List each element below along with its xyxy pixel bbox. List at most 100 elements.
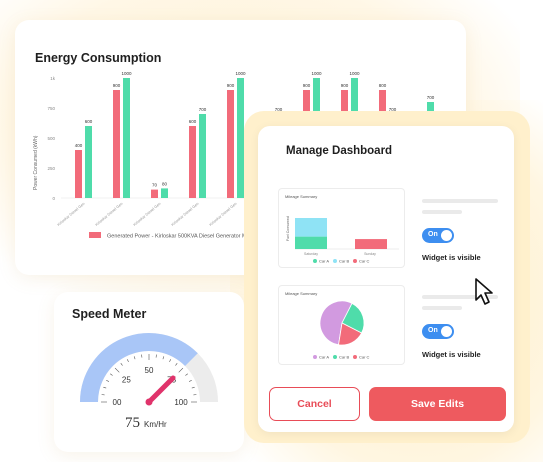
legend-label: Generated Power - Kirloskar 500KVA Diese…	[107, 234, 250, 240]
speed-unit: Km/Hr	[144, 420, 167, 429]
bar-value-label: 700	[199, 107, 207, 112]
bar-value-label: 900	[341, 83, 349, 88]
mileage-pie-widget[interactable]: Mileage Summary Car A Car B Car C	[278, 285, 405, 365]
toggle-label: On	[428, 327, 438, 334]
bar	[227, 90, 234, 198]
speed-meter-card: Speed Meter 00 25 50 75 100 75 Km/Hr	[54, 292, 244, 452]
gauge-tick	[175, 362, 178, 366]
speed-title: Speed Meter	[72, 307, 147, 321]
placeholder-line	[422, 199, 498, 203]
bar-value-label: 700	[389, 107, 397, 112]
gauge-needle	[146, 375, 176, 405]
cancel-button[interactable]: Cancel	[269, 387, 360, 421]
mini-chart-title: Mileage Summary	[285, 194, 318, 199]
gauge-tick	[109, 373, 113, 376]
widget-visibility-toggle[interactable]: On	[422, 228, 454, 243]
energy-title: Energy Consumption	[35, 51, 162, 65]
speed-value: 75	[125, 415, 140, 431]
gauge-tick	[188, 379, 192, 382]
bar	[237, 78, 244, 198]
legend-dot	[333, 259, 337, 263]
bar-value-label: 900	[113, 83, 121, 88]
gauge-tick	[103, 386, 107, 389]
bar	[123, 78, 130, 198]
legend-swatch	[89, 232, 101, 238]
bar	[151, 189, 158, 198]
legend-label: Car B	[339, 259, 350, 264]
x-tick-label: Kirloskar Diesel Gen	[209, 202, 238, 227]
pie-slice	[319, 300, 353, 346]
pie-slice	[338, 322, 363, 346]
bar-value-label: 400	[75, 143, 83, 148]
mileage-stacked-bar-chart: Fuel Consumed Saturday Sunday Car A Car …	[286, 216, 399, 264]
mini-x-label: Saturday	[304, 252, 318, 256]
toggle-knob	[441, 326, 452, 337]
mini-chart-title: Mileage Summary	[285, 291, 318, 296]
speed-gauge: 00 25 50 75 100 75 Km/Hr	[80, 333, 218, 431]
widget-status: Widget is visible	[422, 350, 481, 359]
x-tick-label: Kirloskar Diesel Gen	[95, 202, 124, 227]
gauge-tick-label: 100	[174, 398, 188, 407]
bar	[75, 150, 82, 198]
widget-visibility-toggle[interactable]: On	[422, 324, 454, 339]
gauge-tick	[169, 359, 172, 363]
bar-value-label: 700	[275, 107, 283, 112]
bar-value-label: 600	[85, 119, 93, 124]
bar-value-label: 600	[189, 119, 197, 124]
manage-title: Manage Dashboard	[286, 145, 393, 157]
bar	[199, 114, 206, 198]
gauge-tick-label: 50	[145, 366, 154, 375]
bar-value-label: 70	[152, 183, 158, 188]
legend-label: Car B	[339, 355, 350, 360]
x-tick-label: Kirloskar Diesel Gen	[133, 202, 162, 227]
legend-dot	[313, 259, 317, 263]
bar	[85, 126, 92, 198]
bar-value-label: 1000	[121, 71, 132, 76]
legend-dot	[313, 355, 317, 359]
gauge-hub	[145, 398, 153, 406]
gauge-tick-label: 00	[113, 398, 122, 407]
gauge-tick	[185, 373, 189, 376]
mini-x-label: Sunday	[364, 252, 376, 256]
bar-value-label: 1000	[235, 71, 246, 76]
mileage-bar-widget[interactable]: Mileage Summary Fuel Consumed Saturday S…	[278, 188, 405, 268]
y-axis-label: Power Consumed (kWh)	[33, 135, 39, 190]
mini-bar	[355, 239, 387, 249]
mileage-pie-chart: Car A Car B Car C	[313, 300, 370, 360]
bar-value-label: 1000	[349, 71, 360, 76]
legend-label: Car A	[319, 355, 329, 360]
gauge-tick	[133, 356, 136, 360]
bar-value-label: 900	[227, 83, 235, 88]
legend-label: Car C	[359, 259, 370, 264]
mini-y-label: Fuel Consumed	[286, 216, 290, 241]
save-edits-button[interactable]: Save Edits	[369, 387, 506, 421]
bar-value-label: 700	[427, 95, 435, 100]
legend-label: Car A	[319, 259, 329, 264]
x-tick-label: Kirloskar Diesel Gen	[171, 202, 200, 227]
bar	[189, 126, 196, 198]
toggle-label: On	[428, 231, 438, 238]
x-tick-label: Kirloskar Diesel Gen	[57, 202, 86, 227]
placeholder-line	[422, 295, 498, 299]
gauge-tick	[114, 367, 120, 373]
gauge-tick	[126, 359, 129, 363]
legend-label: Car C	[359, 355, 370, 360]
bar-value-label: 800	[379, 83, 387, 88]
gauge-tick	[162, 356, 165, 360]
mini-bar	[295, 218, 327, 237]
manage-dashboard-panel: Manage Dashboard Mileage Summary Fuel Co…	[258, 126, 514, 432]
widget-status: Widget is visible	[422, 253, 481, 262]
bar	[161, 188, 168, 198]
legend-dot	[333, 355, 337, 359]
placeholder-line	[422, 306, 462, 310]
mouse-pointer-icon	[475, 278, 493, 305]
y-tick-label: 500	[47, 136, 55, 141]
legend-dot	[353, 355, 357, 359]
gauge-tick	[178, 367, 184, 373]
bar-value-label: 1000	[311, 71, 322, 76]
y-tick-label: 1k	[50, 76, 56, 81]
placeholder-line	[422, 210, 462, 214]
gauge-tick	[120, 362, 123, 366]
y-tick-label: 0	[52, 196, 55, 201]
bar	[113, 90, 120, 198]
